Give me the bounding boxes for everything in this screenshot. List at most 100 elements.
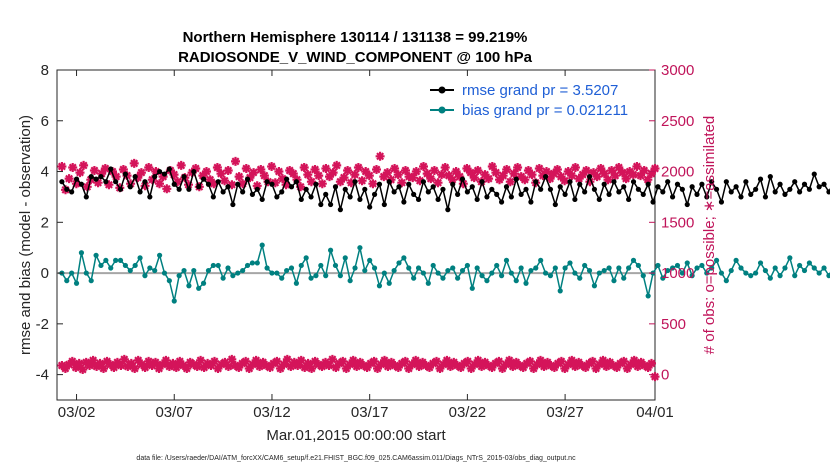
obs_possible-marker <box>610 171 620 181</box>
x-tick-label: 03/07 <box>155 404 193 421</box>
bias-point <box>279 275 285 281</box>
obs_assimilated-marker <box>435 364 445 373</box>
obs_assimilated-marker <box>164 362 174 371</box>
obs_assimilated-marker <box>310 356 320 366</box>
obs_possible-marker <box>618 168 627 178</box>
bias-point <box>816 270 822 276</box>
obs_possible-marker <box>361 167 371 176</box>
bias-point <box>381 270 387 276</box>
bias-point <box>455 275 461 281</box>
rmse-point <box>469 184 475 190</box>
obs_possible-marker <box>382 168 392 178</box>
obs_assimilated-marker <box>598 355 608 365</box>
bias-point <box>235 270 241 276</box>
rmse-point <box>362 186 368 192</box>
obs_possible-marker <box>505 177 515 187</box>
bias-point <box>445 267 451 274</box>
obs_possible-marker <box>534 164 544 173</box>
rmse-point <box>601 181 607 187</box>
obs_possible-marker <box>444 171 454 181</box>
obs_assimilated-marker <box>223 362 233 371</box>
rmse-point <box>196 184 202 190</box>
bias-point <box>117 257 124 263</box>
bias-point <box>674 262 681 269</box>
bias-point <box>254 260 260 266</box>
rmse-point <box>552 201 558 208</box>
obs_possible-marker <box>426 174 436 184</box>
obs_assimilated-marker <box>296 355 306 365</box>
rmse-point <box>738 194 744 200</box>
obs_assimilated-marker <box>279 360 289 369</box>
rmse-point <box>508 194 514 200</box>
plot-area <box>56 69 656 401</box>
obs_assimilated-marker <box>556 356 566 366</box>
bias-point <box>586 267 593 274</box>
rmse-point <box>821 181 827 187</box>
obs_assimilated-marker <box>275 364 285 373</box>
bias-point <box>601 267 607 274</box>
obs_possible-marker <box>231 156 240 166</box>
rmse-point <box>181 174 187 180</box>
rmse-point <box>557 184 563 190</box>
bias-point <box>83 270 89 276</box>
rmse-point <box>435 196 441 203</box>
obs_assimilated-marker <box>199 363 209 372</box>
obs_possible-marker <box>220 176 230 186</box>
bias-point <box>157 252 163 258</box>
bias-point <box>523 280 529 286</box>
bias-point <box>259 242 265 248</box>
bias-point <box>772 265 778 271</box>
bias-point <box>103 257 109 263</box>
obs_possible-marker <box>176 160 186 170</box>
rmse-point <box>401 199 407 205</box>
bias-point <box>200 280 207 286</box>
obs_possible-marker <box>303 170 313 180</box>
rmse-point <box>137 189 143 195</box>
obs_assimilated-marker <box>258 357 268 367</box>
bias-point <box>137 255 143 261</box>
bias-point <box>518 265 524 271</box>
obs_possible-marker <box>79 160 89 170</box>
obs_possible-marker <box>542 167 551 176</box>
x-tick-label: 03/22 <box>449 404 487 421</box>
bias-point <box>606 265 612 271</box>
rmse-point <box>274 194 280 200</box>
bias-point <box>684 260 690 266</box>
obs_possible-marker <box>639 166 649 175</box>
bias-point <box>342 255 348 261</box>
obs_assimilated-marker <box>376 360 386 369</box>
rmse-point <box>606 191 612 197</box>
bias-point <box>489 270 495 276</box>
rmse-point <box>64 186 70 192</box>
bias-point <box>357 245 363 251</box>
obs_possible-marker <box>184 180 193 190</box>
rmse-point <box>200 176 207 182</box>
bias-point <box>171 298 177 304</box>
bias-point <box>542 270 549 276</box>
rmse-point <box>142 179 148 185</box>
rmse-point <box>293 179 299 185</box>
obs_assimilated-marker <box>414 362 424 371</box>
rmse-point <box>117 186 124 192</box>
y-tick-label-right: 0 <box>661 367 669 384</box>
rmse-point <box>73 176 80 182</box>
bias-point <box>689 273 695 279</box>
bias-point <box>205 267 212 274</box>
bias-point <box>513 278 519 284</box>
bias-point <box>577 275 583 281</box>
obs_possible-marker <box>147 175 157 185</box>
obs_assimilated-marker <box>567 355 577 365</box>
rmse-point <box>797 189 803 195</box>
obs_assimilated-marker <box>445 362 455 371</box>
obs_assimilated-marker <box>383 362 393 371</box>
obs_possible-marker <box>429 166 439 175</box>
obs_possible-marker <box>270 178 280 188</box>
obs_assimilated-marker <box>393 363 403 372</box>
obs_assimilated-marker <box>549 363 559 372</box>
rmse-point <box>816 184 822 190</box>
obs_assimilated-marker <box>182 364 192 373</box>
rmse-point <box>694 191 700 197</box>
bias-point <box>645 293 651 299</box>
x-tick-label: 03/17 <box>351 404 389 421</box>
rmse-point <box>562 191 568 197</box>
